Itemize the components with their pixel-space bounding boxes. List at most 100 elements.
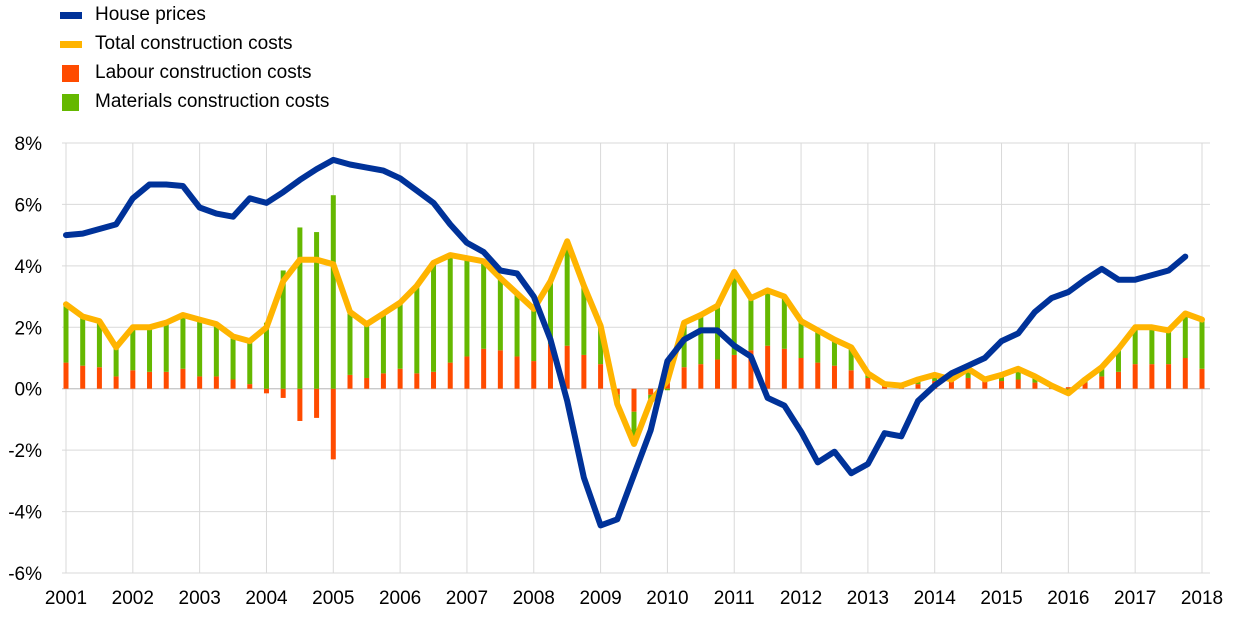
bar-materials [380, 313, 386, 374]
legend-label: Total construction costs [95, 33, 293, 54]
bar-materials [263, 322, 269, 389]
bar-materials [731, 272, 737, 355]
x-tick-label: 2014 [914, 588, 957, 609]
bar-labour [648, 388, 654, 395]
bar-materials [1166, 330, 1172, 365]
bar-materials [213, 324, 219, 377]
bar-materials [965, 368, 971, 378]
bar-materials [464, 258, 470, 357]
bar-labour [1115, 371, 1121, 389]
legend-swatch-labour-costs [62, 65, 79, 82]
bar-labour [965, 377, 971, 389]
x-tick-label: 2002 [112, 588, 154, 609]
bar-labour [213, 376, 219, 389]
bar-labour [1065, 387, 1071, 389]
bar-labour [798, 358, 804, 389]
x-tick-label: 2008 [513, 588, 555, 609]
bar-labour [982, 379, 988, 389]
bar-labour [1166, 364, 1172, 389]
bar-labour [197, 376, 203, 389]
bar-materials [514, 293, 520, 357]
bar-materials [564, 241, 570, 346]
bar-materials [581, 285, 587, 355]
bar-materials [297, 227, 303, 389]
x-tick-label: 2010 [646, 588, 688, 609]
x-tick-label: 2004 [245, 588, 288, 609]
x-tick-label: 2006 [379, 588, 421, 609]
bar-materials [547, 281, 553, 345]
bar-labour [330, 388, 336, 460]
line-total-construction-costs [63, 238, 1205, 447]
bar-labour [731, 354, 737, 389]
y-tick-label: -6% [8, 564, 42, 585]
bar-materials [798, 321, 804, 358]
bar-labour [63, 362, 69, 389]
x-tick-label: 2013 [847, 588, 889, 609]
bar-labour [581, 354, 587, 389]
bar-materials [163, 322, 169, 372]
bar-materials [347, 311, 353, 375]
y-tick-label: -2% [8, 441, 42, 462]
bar-materials [247, 341, 253, 385]
bar-labour [815, 362, 821, 389]
bar-labour [999, 381, 1005, 389]
bar-labour [748, 350, 754, 389]
x-tick-label: 2018 [1181, 588, 1223, 609]
bar-labour [848, 370, 854, 389]
bar-labour [915, 384, 921, 389]
bar-labour [765, 345, 771, 389]
bar-materials [681, 322, 687, 368]
bar-materials [1115, 348, 1121, 372]
bar-labour [715, 359, 721, 389]
bar-labour [347, 374, 353, 389]
legend-label: Labour construction costs [95, 62, 312, 83]
bar-materials [497, 278, 503, 351]
bar-materials [598, 325, 604, 365]
bar-labour [1082, 382, 1088, 389]
bar-materials [831, 339, 837, 366]
bar-labour [681, 367, 687, 389]
bar-labour [447, 362, 453, 389]
legend-swatch-house-prices [60, 12, 82, 19]
bar-materials [447, 255, 453, 363]
bar-labour [948, 381, 954, 389]
x-tick-label: 2011 [714, 588, 755, 609]
x-tick-label: 2016 [1047, 588, 1089, 609]
bar-materials [431, 262, 437, 372]
x-tick-label: 2007 [446, 588, 488, 609]
bar-materials [364, 324, 370, 378]
legend-label: House prices [95, 4, 206, 25]
bar-labour [865, 377, 871, 389]
bar-labour [1032, 382, 1038, 389]
y-tick-label: -4% [8, 503, 42, 524]
bar-labour [280, 388, 286, 398]
bar-labour [297, 388, 303, 421]
bar-materials [113, 347, 119, 377]
y-tick-label: 6% [15, 195, 43, 216]
bar-labour [431, 371, 437, 389]
x-tick-label: 2017 [1114, 588, 1156, 609]
x-tick-label: 2005 [312, 588, 354, 609]
series-lines [63, 156, 1205, 529]
bar-materials [147, 327, 153, 372]
bar-labour [364, 377, 370, 389]
bar-labour [247, 384, 253, 389]
y-tick-label: 8% [15, 134, 43, 155]
bar-materials [1015, 368, 1021, 380]
bar-materials [314, 232, 320, 389]
bar-labour [531, 361, 537, 389]
bar-labour [631, 388, 637, 412]
axis-labels: 8% 6% 4% 2% 0% -2% -4% -6%2001 2002 2003 2004 2005 2… [8, 134, 1223, 609]
bar-materials [1149, 327, 1155, 365]
bar-labour [1015, 379, 1021, 389]
bar-labour [481, 348, 487, 389]
bar-labour [397, 368, 403, 389]
bar-materials [1132, 327, 1138, 365]
bar-labour [147, 371, 153, 389]
bar-labour [130, 370, 136, 389]
bar-materials [698, 315, 704, 365]
bar-materials [1099, 367, 1105, 377]
bar-labour [80, 365, 86, 389]
bar-labour [1099, 376, 1105, 389]
